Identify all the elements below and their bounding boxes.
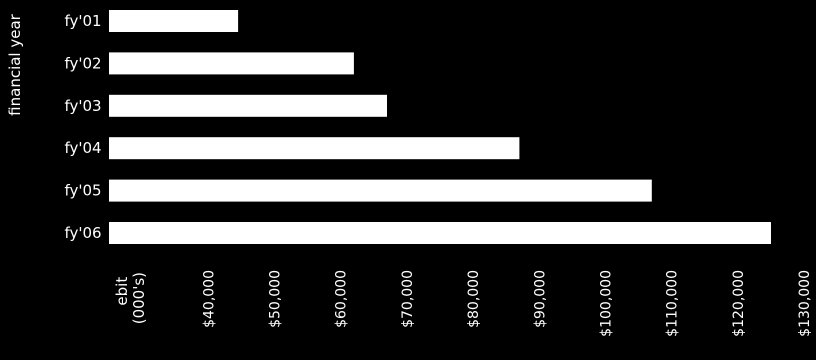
x-tick-label: $90,000 [532,270,548,328]
x-axis-title-line1: ebit [113,277,131,306]
x-tick-label: $70,000 [400,270,416,328]
bar-fy06 [109,222,771,244]
bar-fy04 [109,137,520,160]
category-label: fy'02 [64,54,101,72]
bar-fy03 [109,94,387,117]
bar-fy01 [109,10,239,32]
category-label: fy'05 [64,182,101,200]
x-tick-label: $130,000 [797,270,813,337]
bar-fy02 [109,52,354,75]
category-label: fy'01 [64,12,101,30]
category-label: fy'03 [64,97,101,115]
x-axis-title-line2: (000's) [130,272,148,324]
category-labels-group: fy'01 fy'02 fy'03 fy'04 fy'05 fy'06 [64,12,101,242]
x-tick-labels-group: $40,000 $50,000 $60,000 $70,000 $80,000 $90,0… [201,270,813,337]
bar-fy05 [109,179,652,202]
category-label: fy'06 [64,224,101,242]
y-axis-title: financial year [6,13,24,115]
category-label: fy'04 [64,139,101,157]
x-tick-label: $120,000 [731,270,747,337]
x-axis-title: ebit (000's) [113,272,148,324]
bars-group [109,10,771,244]
x-tick-label: $80,000 [466,270,482,328]
x-tick-label: $110,000 [665,270,681,337]
x-tick-label: $60,000 [334,270,350,328]
x-tick-label: $40,000 [201,270,217,328]
x-tick-label: $100,000 [599,270,615,337]
x-tick-label: $50,000 [268,270,284,328]
